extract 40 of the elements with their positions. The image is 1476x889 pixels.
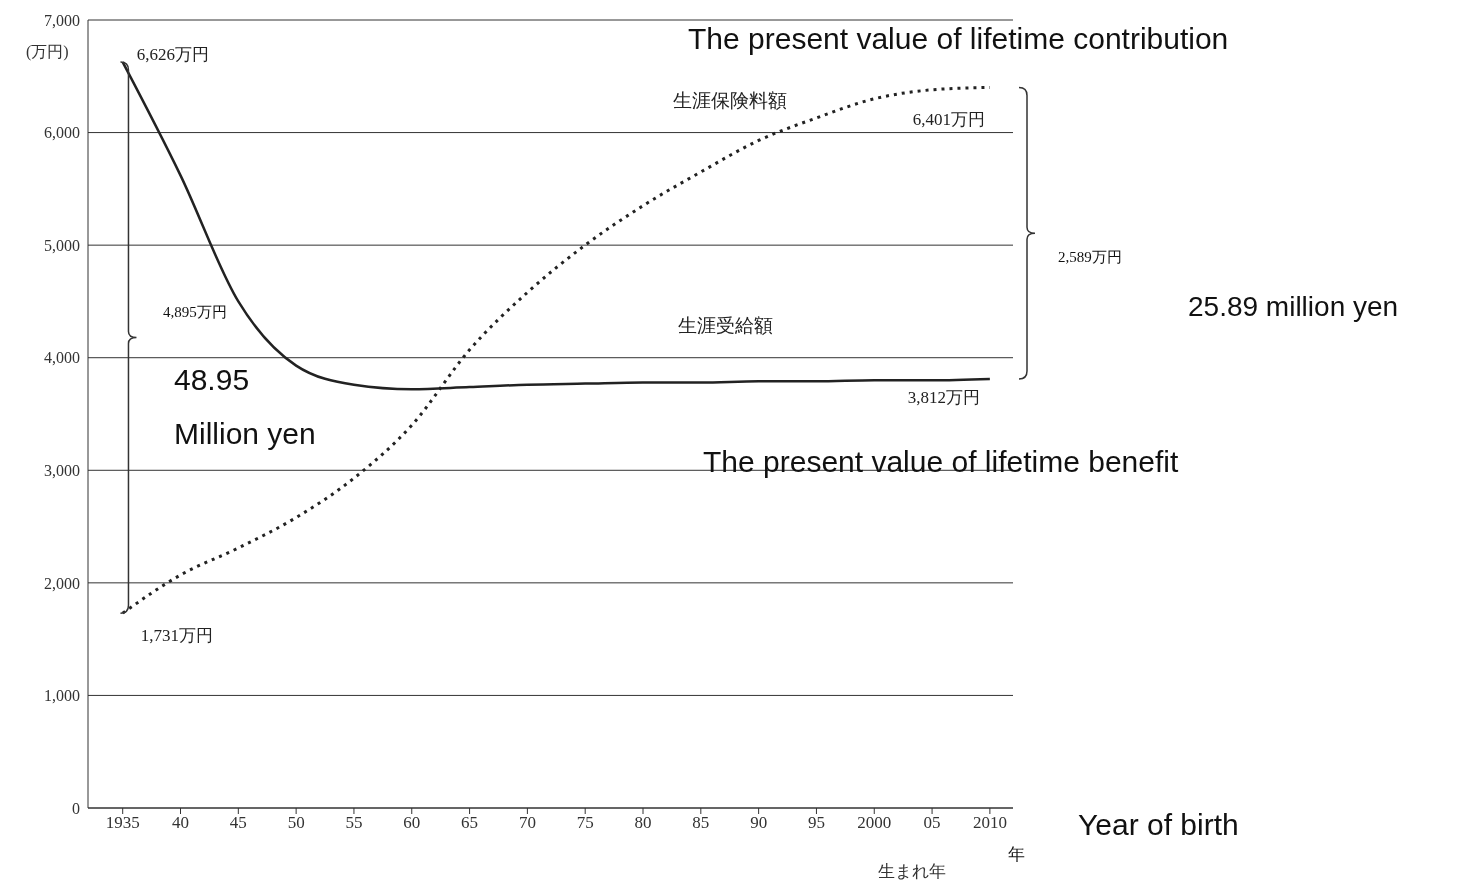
text: 年 — [1008, 844, 1025, 866]
text: 2,589万円 — [1058, 248, 1122, 267]
x-axis-title: 生まれ年 — [878, 861, 946, 883]
x-tick-label: 70 — [518, 813, 536, 833]
y-axis-title: (万円) — [26, 42, 69, 63]
text: 25.89 million yen — [1188, 291, 1399, 323]
y-tick-label: 4,000 — [44, 349, 80, 367]
y-tick-label: 0 — [72, 799, 80, 817]
x-tick-label: 2000 — [857, 813, 892, 833]
x-tick-label: 50 — [287, 813, 305, 833]
x-tick-label: 40 — [172, 813, 189, 833]
x-tick-label: 75 — [576, 813, 594, 833]
data-label: 3,812万円 — [907, 387, 980, 407]
x-tick-label: 80 — [634, 813, 652, 833]
x-tick-label: 60 — [403, 813, 421, 833]
data-label: 6,401万円 — [912, 110, 985, 130]
x-tick-label: 05 — [923, 813, 941, 833]
annotation: 4,895万円 — [163, 303, 227, 322]
series-label: 生涯保険料額 — [673, 89, 787, 113]
y-tick-label: 7,000 — [44, 11, 80, 29]
y-tick-label: 6,000 — [44, 124, 80, 142]
text: 生涯受給額 — [678, 314, 773, 338]
x-tick-label: 95 — [807, 813, 825, 833]
text: Year of birth — [1078, 808, 1239, 842]
data-label: 1,731万円 — [140, 626, 213, 646]
y-tick-label: 2,000 — [44, 574, 80, 592]
y-tick-label: 5,000 — [44, 236, 80, 254]
x-tick-label: 90 — [750, 813, 768, 833]
annotation: The present value of lifetime benefit — [703, 445, 1179, 479]
x-tick-label: 1935 — [105, 813, 140, 833]
x-tick-label: 85 — [692, 813, 710, 833]
x-tick-label: 65 — [461, 813, 479, 833]
data-label: 6,626万円 — [136, 45, 209, 65]
x-tick-label: 55 — [345, 813, 363, 833]
y-tick-label: 3,000 — [44, 461, 80, 479]
annotation: The present value of lifetime contribution — [688, 22, 1229, 56]
y-tick-label: 1,000 — [44, 687, 80, 705]
x-tick-label: 45 — [229, 813, 247, 833]
x-tick-label: 2010 — [972, 813, 1007, 833]
annotation: 48.95 Million yen — [174, 362, 317, 452]
